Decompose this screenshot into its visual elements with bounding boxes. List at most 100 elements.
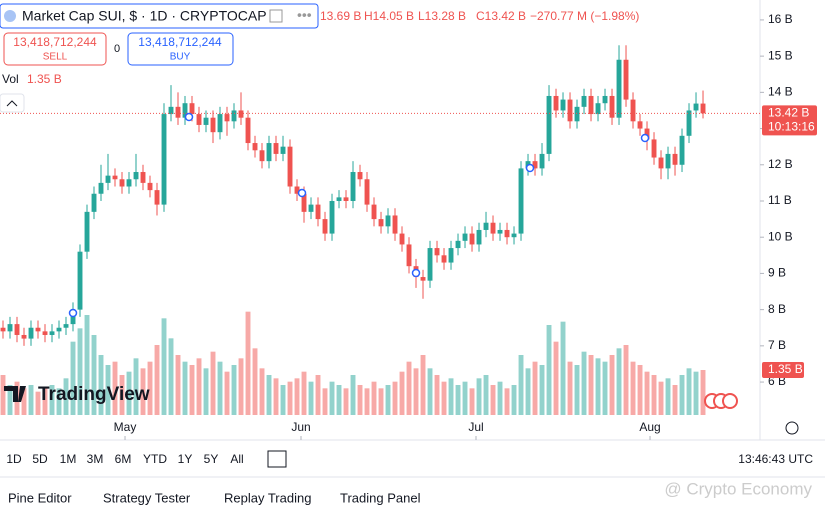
event-marker[interactable]	[297, 188, 307, 198]
volume-bar	[357, 385, 363, 415]
volume-bar	[259, 368, 265, 415]
event-marker[interactable]	[640, 133, 650, 143]
volume-bar	[238, 358, 244, 415]
candle-body	[119, 179, 125, 187]
volume-bar	[700, 370, 706, 415]
symbol-box[interactable]	[0, 3, 319, 29]
candle-body	[196, 114, 202, 125]
volume-bar	[525, 368, 531, 415]
range-button[interactable]: 5D	[32, 452, 48, 466]
candle-body	[0, 327, 6, 332]
volume-bar	[203, 368, 209, 415]
tab[interactable]: Strategy Tester	[103, 490, 191, 505]
volume-bar	[231, 365, 237, 415]
volume-bar	[161, 318, 167, 415]
volume-bar	[637, 365, 643, 415]
candle-body	[245, 117, 251, 144]
candle-body	[231, 110, 237, 122]
tab[interactable]: Replay Trading	[224, 490, 311, 505]
volume-bar	[679, 375, 685, 415]
candle-body	[679, 135, 685, 165]
candle-body	[672, 153, 678, 165]
range-button[interactable]: All	[230, 452, 243, 466]
tab[interactable]: Pine Editor	[8, 490, 72, 505]
volume-bar	[406, 361, 412, 415]
candle-body	[623, 59, 629, 100]
volume-bar	[0, 375, 6, 415]
volume-bar	[70, 341, 76, 415]
candle-body	[574, 106, 580, 122]
range-button[interactable]: 6M	[115, 452, 132, 466]
x-tick-label: Jul	[468, 420, 483, 434]
candle-body	[7, 324, 13, 332]
sell-button[interactable]	[3, 32, 107, 66]
candle-body	[497, 229, 503, 234]
collapse-button[interactable]	[0, 93, 25, 113]
symbol-icon	[4, 10, 16, 22]
volume-bar	[476, 378, 482, 415]
volume-bar	[455, 385, 461, 415]
candle-body	[98, 182, 104, 194]
legend-change: −270.77 M (−1.98%)	[530, 9, 639, 23]
range-button[interactable]: 1D	[6, 452, 22, 466]
more-icon[interactable]: •••	[297, 7, 312, 23]
y-tick-label: 8 B	[768, 302, 786, 316]
candle-body	[588, 95, 594, 115]
range-button[interactable]: YTD	[143, 452, 167, 466]
candle-body	[224, 114, 230, 122]
candle-body	[441, 255, 447, 263]
event-marker[interactable]	[411, 268, 421, 278]
event-marker[interactable]	[184, 112, 194, 122]
volume-bar	[350, 375, 356, 415]
x-tick-label: May	[114, 420, 137, 434]
watermark: @ Crypto Economy	[664, 479, 812, 498]
y-tick-label: 12 B	[768, 157, 793, 171]
candle-body	[210, 117, 216, 133]
y-tick-label: 10 B	[768, 229, 793, 243]
volume-bar	[532, 361, 538, 415]
icon[interactable]	[269, 9, 283, 23]
volume-bar	[217, 361, 223, 415]
calendar-icon[interactable]	[267, 450, 287, 468]
tabs: Pine Editor Strategy Tester Replay Trading…	[8, 490, 421, 505]
volume-bar	[287, 381, 293, 415]
volume-bar	[140, 368, 146, 415]
candle-body	[539, 153, 545, 169]
candle-body	[301, 193, 307, 212]
candle-body	[287, 146, 293, 187]
volume-bar	[630, 361, 636, 415]
candle-body	[567, 99, 573, 122]
volume-bar	[546, 325, 552, 415]
event-marker[interactable]	[68, 308, 78, 318]
volume-bar	[441, 381, 447, 415]
flag-icon[interactable]	[722, 393, 738, 409]
buy-price: 13,418,712,244	[138, 35, 222, 49]
range-button[interactable]: 1M	[60, 452, 77, 466]
range-button[interactable]: 1Y	[178, 452, 193, 466]
volume-bar	[252, 348, 258, 415]
volume-bar	[560, 321, 566, 415]
legend-close: C13.42 B	[476, 9, 526, 23]
volume-bar	[469, 388, 475, 415]
volume-bar	[266, 375, 272, 415]
candle-body	[49, 331, 55, 335]
event-marker[interactable]	[525, 163, 535, 173]
volume-bar	[112, 361, 118, 415]
candle-body	[350, 172, 356, 201]
candle-body	[21, 334, 27, 339]
volume-bar	[245, 311, 251, 415]
buy-button[interactable]	[127, 32, 234, 66]
range-button[interactable]: 3M	[87, 452, 104, 466]
volume-bar	[91, 335, 97, 415]
legend-high: H14.05 B	[364, 9, 414, 23]
candle-body	[133, 172, 139, 180]
candle-body	[420, 277, 426, 281]
candle-body	[63, 324, 69, 328]
volume-bar	[21, 388, 27, 415]
tab[interactable]: Trading Panel	[340, 490, 421, 505]
range-button[interactable]: 5Y	[204, 452, 219, 466]
settings-icon[interactable]	[785, 421, 799, 435]
volume-bar	[385, 385, 391, 415]
y-tick-label: 14 B	[768, 85, 793, 99]
